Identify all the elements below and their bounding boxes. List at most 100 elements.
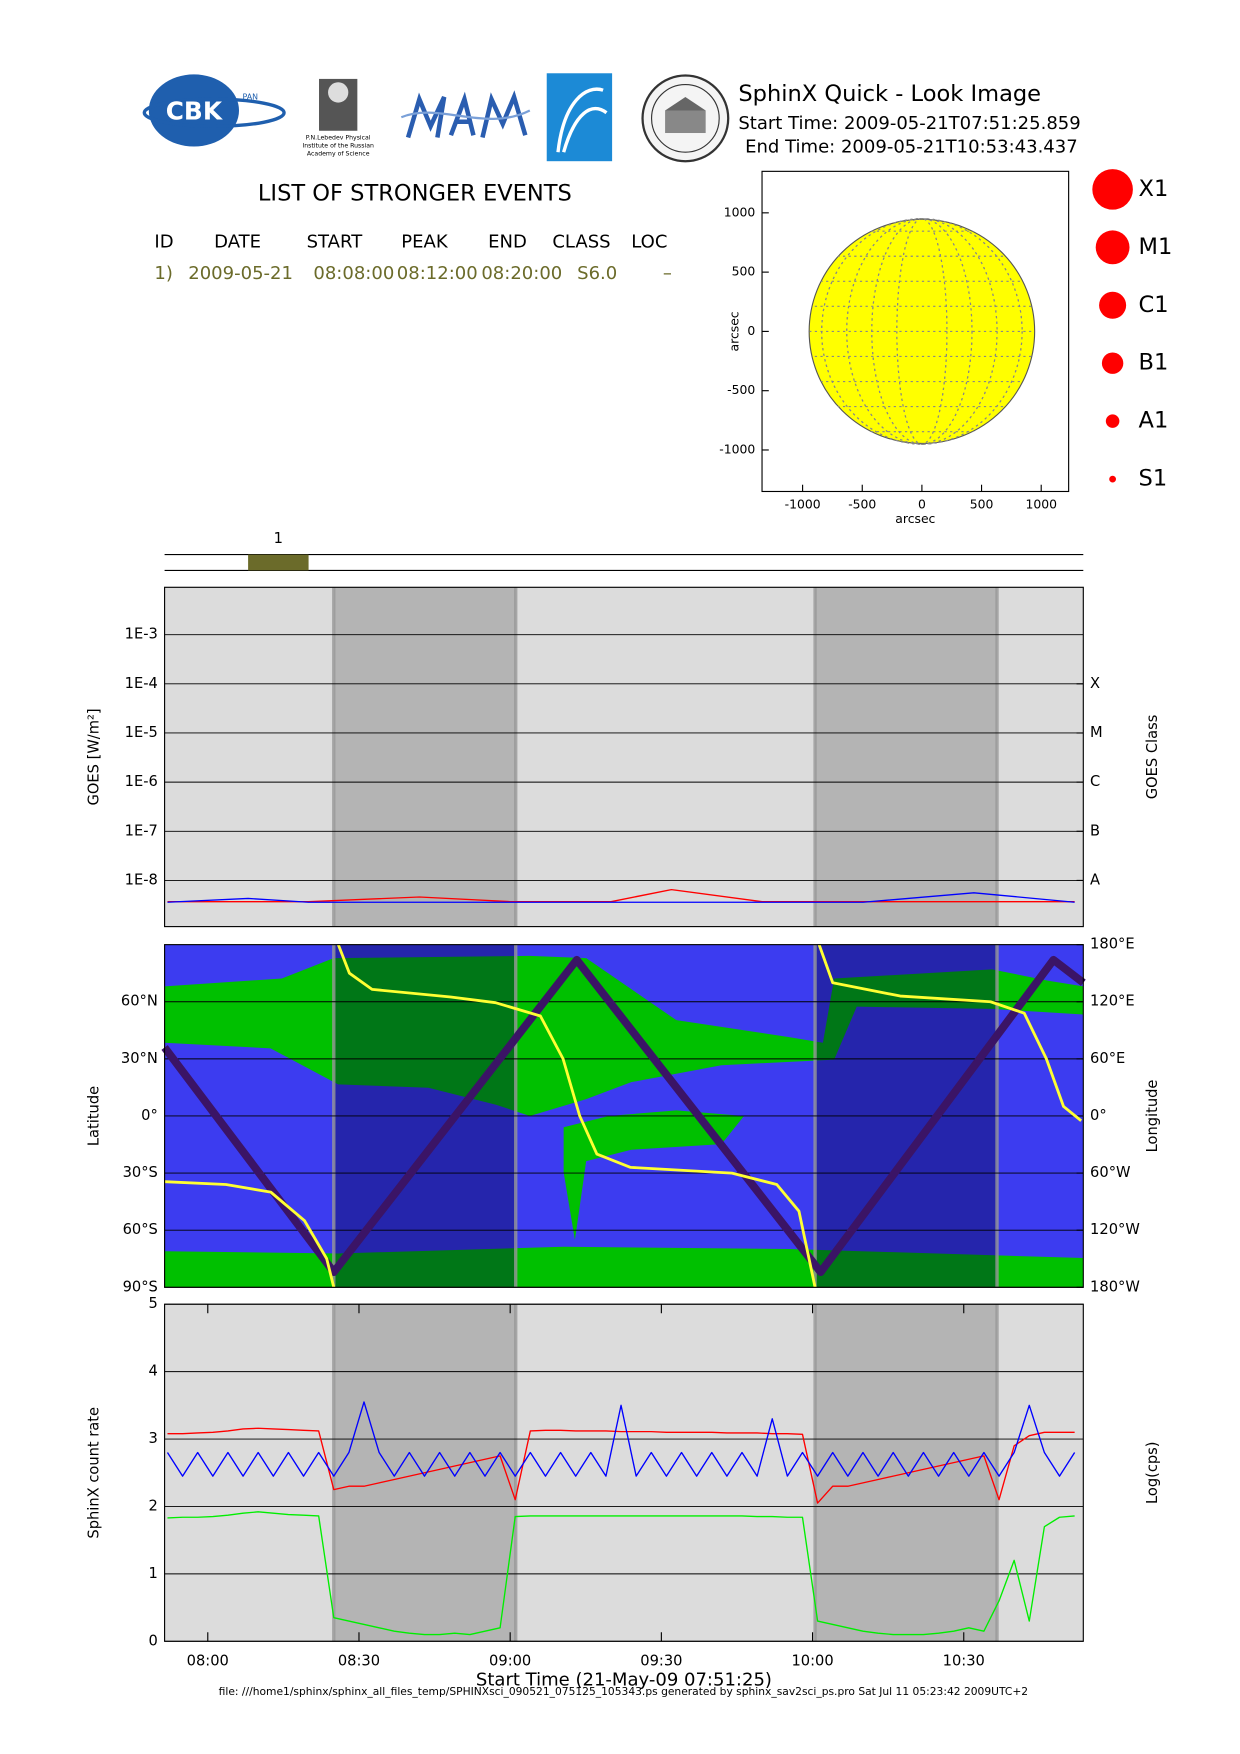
y-tick-label: 3 bbox=[148, 1430, 157, 1447]
series-line bbox=[167, 1427, 1075, 1504]
table-header: PEAK bbox=[401, 231, 449, 252]
logo-mian bbox=[400, 90, 531, 139]
y-tick-label: -500 bbox=[727, 382, 755, 397]
y-axis-label: arcsec bbox=[726, 311, 741, 351]
event-label: 1 bbox=[274, 530, 283, 547]
sun-grid-line bbox=[846, 218, 998, 445]
x-axis-label: arcsec bbox=[895, 511, 935, 526]
y2-tick-label: 120°W bbox=[1090, 1221, 1140, 1238]
plot-frame bbox=[164, 1303, 1084, 1642]
y-tick-label: -1000 bbox=[719, 441, 755, 456]
table-header: CLASS bbox=[552, 231, 610, 252]
table-header: LOC bbox=[631, 231, 667, 252]
logo-text: P.N.Lebedev Physical bbox=[306, 135, 371, 142]
logo-text: PAN bbox=[242, 92, 258, 101]
x-tick-label: 09:00 bbox=[489, 1653, 531, 1670]
class-marker bbox=[1095, 230, 1130, 265]
class-label: X1 bbox=[1139, 176, 1169, 202]
header-start: Start Time: 2009-05-21T07:51:25.859 bbox=[738, 113, 1080, 134]
x-tick-label: -1000 bbox=[785, 497, 821, 512]
x-tick-label: 10:00 bbox=[791, 1653, 833, 1670]
x-tick-label: 500 bbox=[970, 497, 994, 512]
table-cell: – bbox=[663, 263, 672, 284]
y2-axis-label: Log(cps) bbox=[1144, 1441, 1161, 1504]
y2-axis-label: GOES Class bbox=[1144, 715, 1161, 800]
table-cell: 1) bbox=[154, 263, 173, 284]
table-cell: S6.0 bbox=[577, 263, 617, 284]
y-tick-label: 5 bbox=[148, 1295, 157, 1312]
table-cell: 08:12:00 bbox=[397, 263, 478, 284]
class-marker bbox=[1101, 352, 1124, 374]
class-label: C1 bbox=[1139, 292, 1169, 318]
events-title: LIST OF STRONGER EVENTS bbox=[258, 180, 572, 206]
y-tick-label: 1E-8 bbox=[125, 871, 158, 888]
logo-seal bbox=[641, 74, 730, 163]
y2-tick-label: A bbox=[1090, 871, 1100, 888]
y-tick-label: 90°S bbox=[123, 1278, 158, 1295]
table-cell: 08:20:00 bbox=[481, 263, 562, 284]
series-line bbox=[161, 955, 1086, 1277]
night-shading bbox=[815, 587, 998, 927]
class-label: B1 bbox=[1139, 350, 1169, 376]
y2-tick-label: 60°E bbox=[1090, 1050, 1125, 1067]
y-tick-label: 1E-5 bbox=[125, 724, 158, 741]
y-tick-label: 4 bbox=[148, 1363, 157, 1380]
y-axis-label: SphinX count rate bbox=[86, 1407, 103, 1539]
y2-tick-label: X bbox=[1090, 675, 1100, 692]
y-tick-label: 30°S bbox=[123, 1164, 158, 1181]
header-end: End Time: 2009-05-21T10:53:43.437 bbox=[745, 137, 1078, 158]
x-tick-label: 0 bbox=[918, 497, 926, 512]
logo-square bbox=[546, 73, 613, 162]
class-marker bbox=[1109, 475, 1116, 483]
y-tick-label: 60°S bbox=[123, 1221, 158, 1238]
sun-grid-line bbox=[896, 218, 948, 445]
y-tick-label: 500 bbox=[732, 264, 756, 279]
logo-text: Institute of the Russian bbox=[302, 142, 374, 149]
y2-tick-label: 180°E bbox=[1090, 936, 1135, 953]
x-tick-label: 10:30 bbox=[943, 1653, 985, 1670]
y2-tick-label: 180°W bbox=[1090, 1278, 1140, 1295]
plot-frame bbox=[164, 944, 1084, 1288]
y-tick-label: 30°N bbox=[121, 1050, 158, 1067]
logo-text: CBK bbox=[166, 97, 223, 126]
y-tick-label: 1000 bbox=[724, 204, 756, 219]
series-line bbox=[167, 1511, 1075, 1636]
header-title: SphinX Quick - Look Image bbox=[738, 81, 1041, 107]
series-line bbox=[166, 1401, 1076, 1477]
x-tick-label: 08:00 bbox=[187, 1653, 229, 1670]
table-cell: 08:08:00 bbox=[313, 263, 394, 284]
class-marker bbox=[1092, 169, 1133, 210]
footer: file: ///home1/sphinx/sphinx_all_files_t… bbox=[219, 1685, 1028, 1698]
y2-tick-label: B bbox=[1090, 822, 1100, 839]
table-header: ID bbox=[154, 231, 173, 252]
y2-tick-label: 60°W bbox=[1090, 1164, 1130, 1181]
y-tick-label: 0 bbox=[747, 323, 755, 338]
logo-cbk: CBK PAN bbox=[142, 74, 286, 147]
table-header: DATE bbox=[214, 231, 261, 252]
y-axis-label: Latitude bbox=[86, 1086, 103, 1146]
x-axis-label: Start Time (21-May-09 07:51:25) bbox=[476, 1670, 772, 1691]
x-tick-label: 1000 bbox=[1025, 497, 1057, 512]
table-cell: 2009-05-21 bbox=[188, 263, 293, 284]
y2-tick-label: M bbox=[1090, 724, 1103, 741]
y-tick-label: 0 bbox=[148, 1632, 157, 1649]
y2-tick-label: C bbox=[1090, 773, 1100, 790]
y-axis-label: GOES [W/m²] bbox=[86, 708, 103, 805]
class-marker bbox=[1099, 291, 1127, 319]
sun-grid-line bbox=[871, 218, 973, 445]
y-tick-label: 1E-7 bbox=[125, 822, 158, 839]
radiation-map bbox=[164, 955, 1084, 1288]
x-tick-label: 09:30 bbox=[640, 1653, 682, 1670]
table-header: START bbox=[307, 231, 364, 252]
logo-lebedev: P.N.Lebedev Physical Institute of the Ru… bbox=[302, 78, 374, 157]
class-marker bbox=[1105, 414, 1120, 428]
class-label: S1 bbox=[1139, 466, 1168, 492]
plot-frame bbox=[164, 586, 1084, 928]
y2-tick-label: 120°E bbox=[1090, 993, 1135, 1010]
y-tick-label: 2 bbox=[148, 1497, 157, 1514]
series-line bbox=[167, 892, 1075, 903]
logo-text: Academy of Science bbox=[307, 150, 370, 157]
layer: ID DATE START PEAK END CLASS LOC 1) 2009-05-21 08… bbox=[86, 169, 1172, 1691]
class-label: A1 bbox=[1139, 408, 1169, 434]
